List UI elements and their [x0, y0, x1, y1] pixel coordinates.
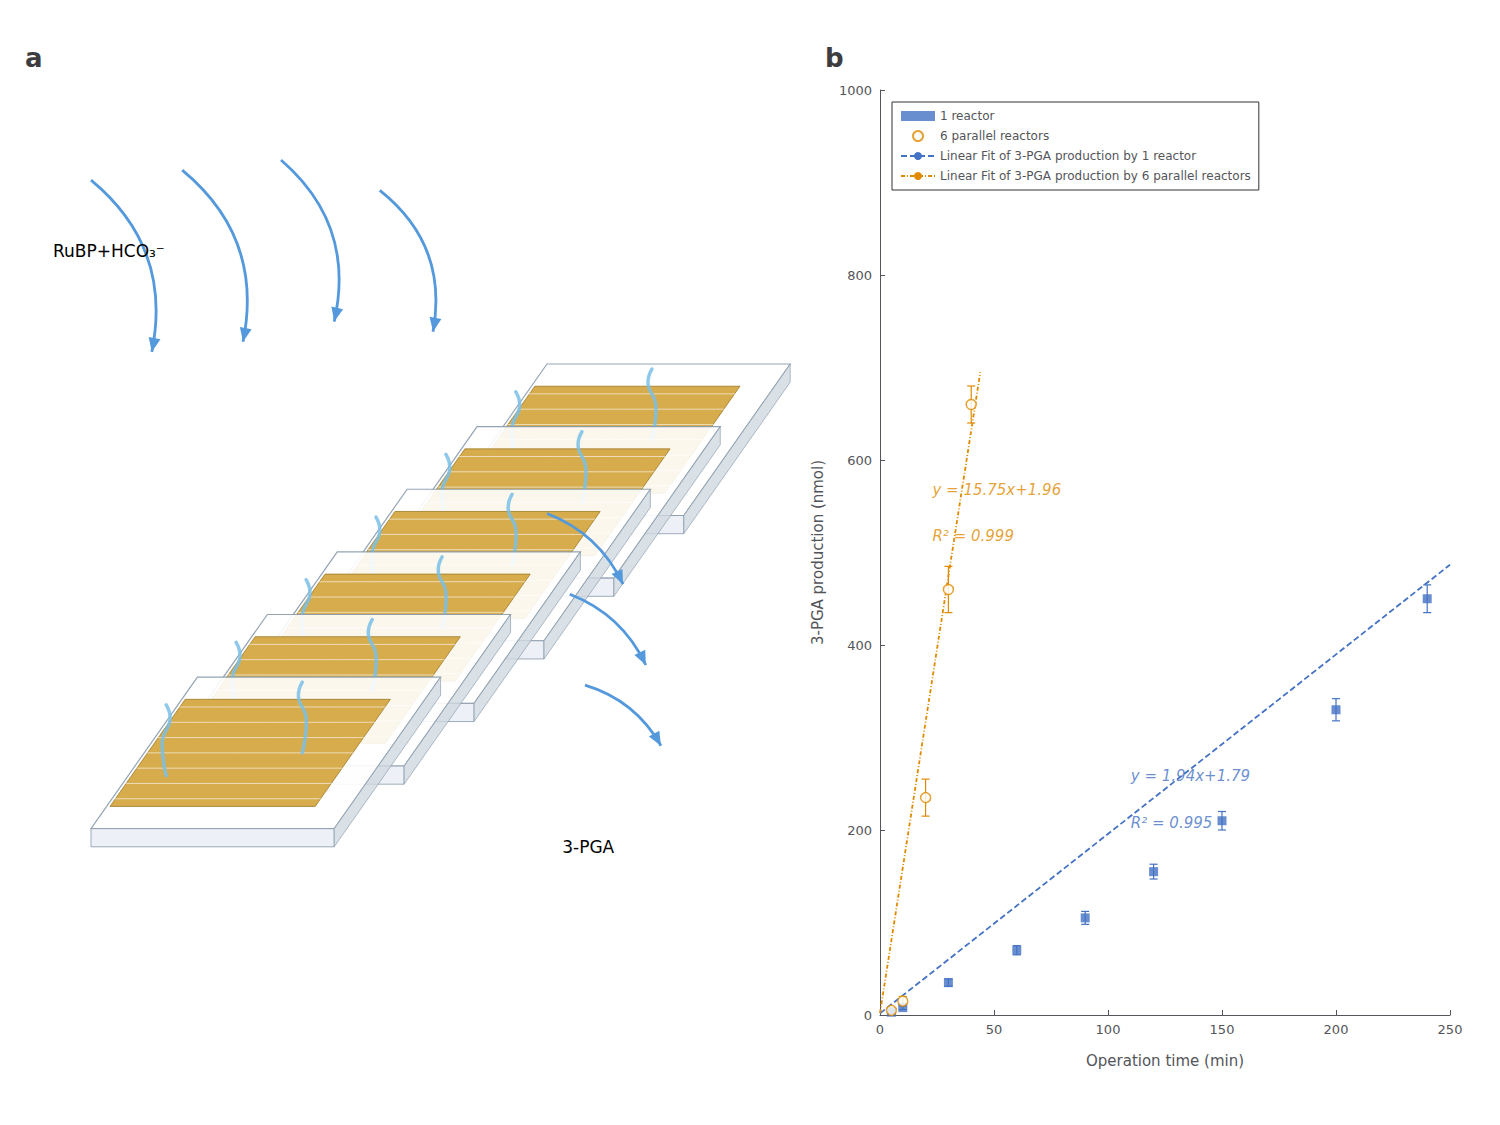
svg-text:a: a — [25, 43, 43, 73]
svg-text:y = 1.94x+1.79: y = 1.94x+1.79 — [1130, 767, 1250, 785]
svg-text:0: 0 — [876, 1022, 884, 1037]
svg-text:250: 250 — [1438, 1022, 1463, 1037]
svg-text:R² = 0.995: R² = 0.995 — [1131, 814, 1212, 832]
svg-text:b: b — [825, 43, 844, 73]
svg-text:3-PGA: 3-PGA — [562, 837, 614, 857]
svg-text:0: 0 — [864, 1008, 872, 1023]
svg-text:6 parallel reactors: 6 parallel reactors — [940, 129, 1049, 143]
svg-text:200: 200 — [847, 823, 872, 838]
svg-text:Linear Fit of 3-PGA production: Linear Fit of 3-PGA production by 1 reac… — [940, 149, 1196, 163]
svg-text:150: 150 — [1210, 1022, 1235, 1037]
svg-text:RuBP+HCO₃⁻: RuBP+HCO₃⁻ — [53, 241, 165, 261]
svg-text:50: 50 — [986, 1022, 1003, 1037]
svg-text:R² = 0.999: R² = 0.999 — [932, 527, 1013, 545]
svg-text:1 reactor: 1 reactor — [940, 109, 995, 123]
svg-text:Operation time (min): Operation time (min) — [1086, 1052, 1244, 1070]
svg-text:y = 15.75x+1.96: y = 15.75x+1.96 — [931, 481, 1061, 499]
svg-text:100: 100 — [1096, 1022, 1121, 1037]
svg-text:1000: 1000 — [839, 83, 872, 98]
svg-text:3-PGA production (nmol): 3-PGA production (nmol) — [809, 460, 827, 645]
svg-text:Linear Fit of 3-PGA production: Linear Fit of 3-PGA production by 6 para… — [940, 169, 1251, 183]
svg-text:200: 200 — [1324, 1022, 1349, 1037]
svg-text:800: 800 — [847, 268, 872, 283]
svg-text:600: 600 — [847, 453, 872, 468]
svg-text:400: 400 — [847, 638, 872, 653]
